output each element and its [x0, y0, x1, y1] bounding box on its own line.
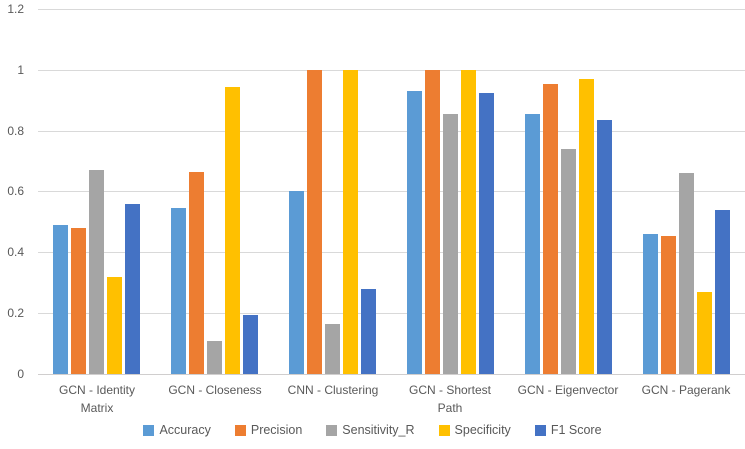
gridline	[38, 131, 745, 132]
legend-label: Sensitivity_R	[342, 423, 415, 437]
y-tick-label: 1.2	[7, 2, 24, 16]
bar	[525, 114, 540, 374]
bar	[407, 91, 422, 374]
bar	[479, 93, 494, 374]
legend-swatch-icon	[534, 425, 546, 436]
bar	[53, 225, 68, 374]
bar	[443, 114, 458, 374]
legend-item: Precision	[234, 423, 303, 438]
legend-label: F1 Score	[550, 423, 602, 437]
bar	[561, 149, 576, 374]
bar	[189, 172, 204, 374]
bar	[361, 289, 376, 374]
y-tick-label: 1	[17, 63, 24, 77]
bar	[107, 277, 122, 374]
bar	[643, 234, 658, 374]
legend-label: Accuracy	[159, 423, 211, 437]
gridline	[38, 252, 745, 253]
bar	[89, 170, 104, 374]
x-axis-line	[38, 374, 745, 375]
bar	[289, 191, 304, 374]
y-tick-label: 0.4	[7, 245, 24, 259]
legend-swatch-icon	[326, 425, 338, 436]
gridline	[38, 70, 745, 71]
category-label: GCN - Closeness	[168, 383, 262, 397]
legend-item: F1 Score	[534, 423, 602, 438]
legend-item: Accuracy	[143, 423, 211, 438]
bar	[225, 87, 240, 374]
y-tick-label: 0.2	[7, 306, 24, 320]
bar	[71, 228, 86, 374]
bar	[697, 292, 712, 374]
y-tick-label: 0.8	[7, 124, 24, 138]
bar	[661, 236, 676, 374]
bar	[207, 341, 222, 374]
bar	[125, 204, 140, 374]
legend-swatch-icon	[234, 425, 246, 436]
bar	[597, 120, 612, 374]
bar	[579, 79, 594, 374]
legend-label: Precision	[250, 423, 303, 437]
category-label: GCN - Eigenvector	[517, 383, 619, 397]
bar	[543, 84, 558, 374]
legend-item: Sensitivity_R	[326, 423, 415, 438]
bar	[343, 70, 358, 374]
category-label: GCN - Identity Matrix	[58, 383, 136, 415]
legend-label: Specificity	[454, 423, 511, 437]
gridline	[38, 313, 745, 314]
bar	[171, 208, 186, 374]
gridline	[38, 191, 745, 192]
category-label: GCN - Shortest Path	[408, 383, 492, 415]
bar	[461, 70, 476, 374]
gridline	[38, 9, 745, 10]
legend-swatch-icon	[143, 425, 155, 436]
legend-swatch-icon	[438, 425, 450, 436]
bar	[243, 315, 258, 374]
bar	[715, 210, 730, 374]
category-label: CNN - Clustering	[287, 383, 379, 397]
bar	[425, 70, 440, 374]
legend: Accuracy Precision Sensitivity_R Specificit…	[0, 423, 745, 438]
y-tick-label: 0	[17, 367, 24, 381]
bar	[679, 173, 694, 374]
bar	[325, 324, 340, 374]
category-label: GCN - Pagerank	[641, 383, 731, 397]
y-tick-label: 0.6	[7, 184, 24, 198]
bar	[307, 70, 322, 374]
legend-item: Specificity	[438, 423, 511, 438]
